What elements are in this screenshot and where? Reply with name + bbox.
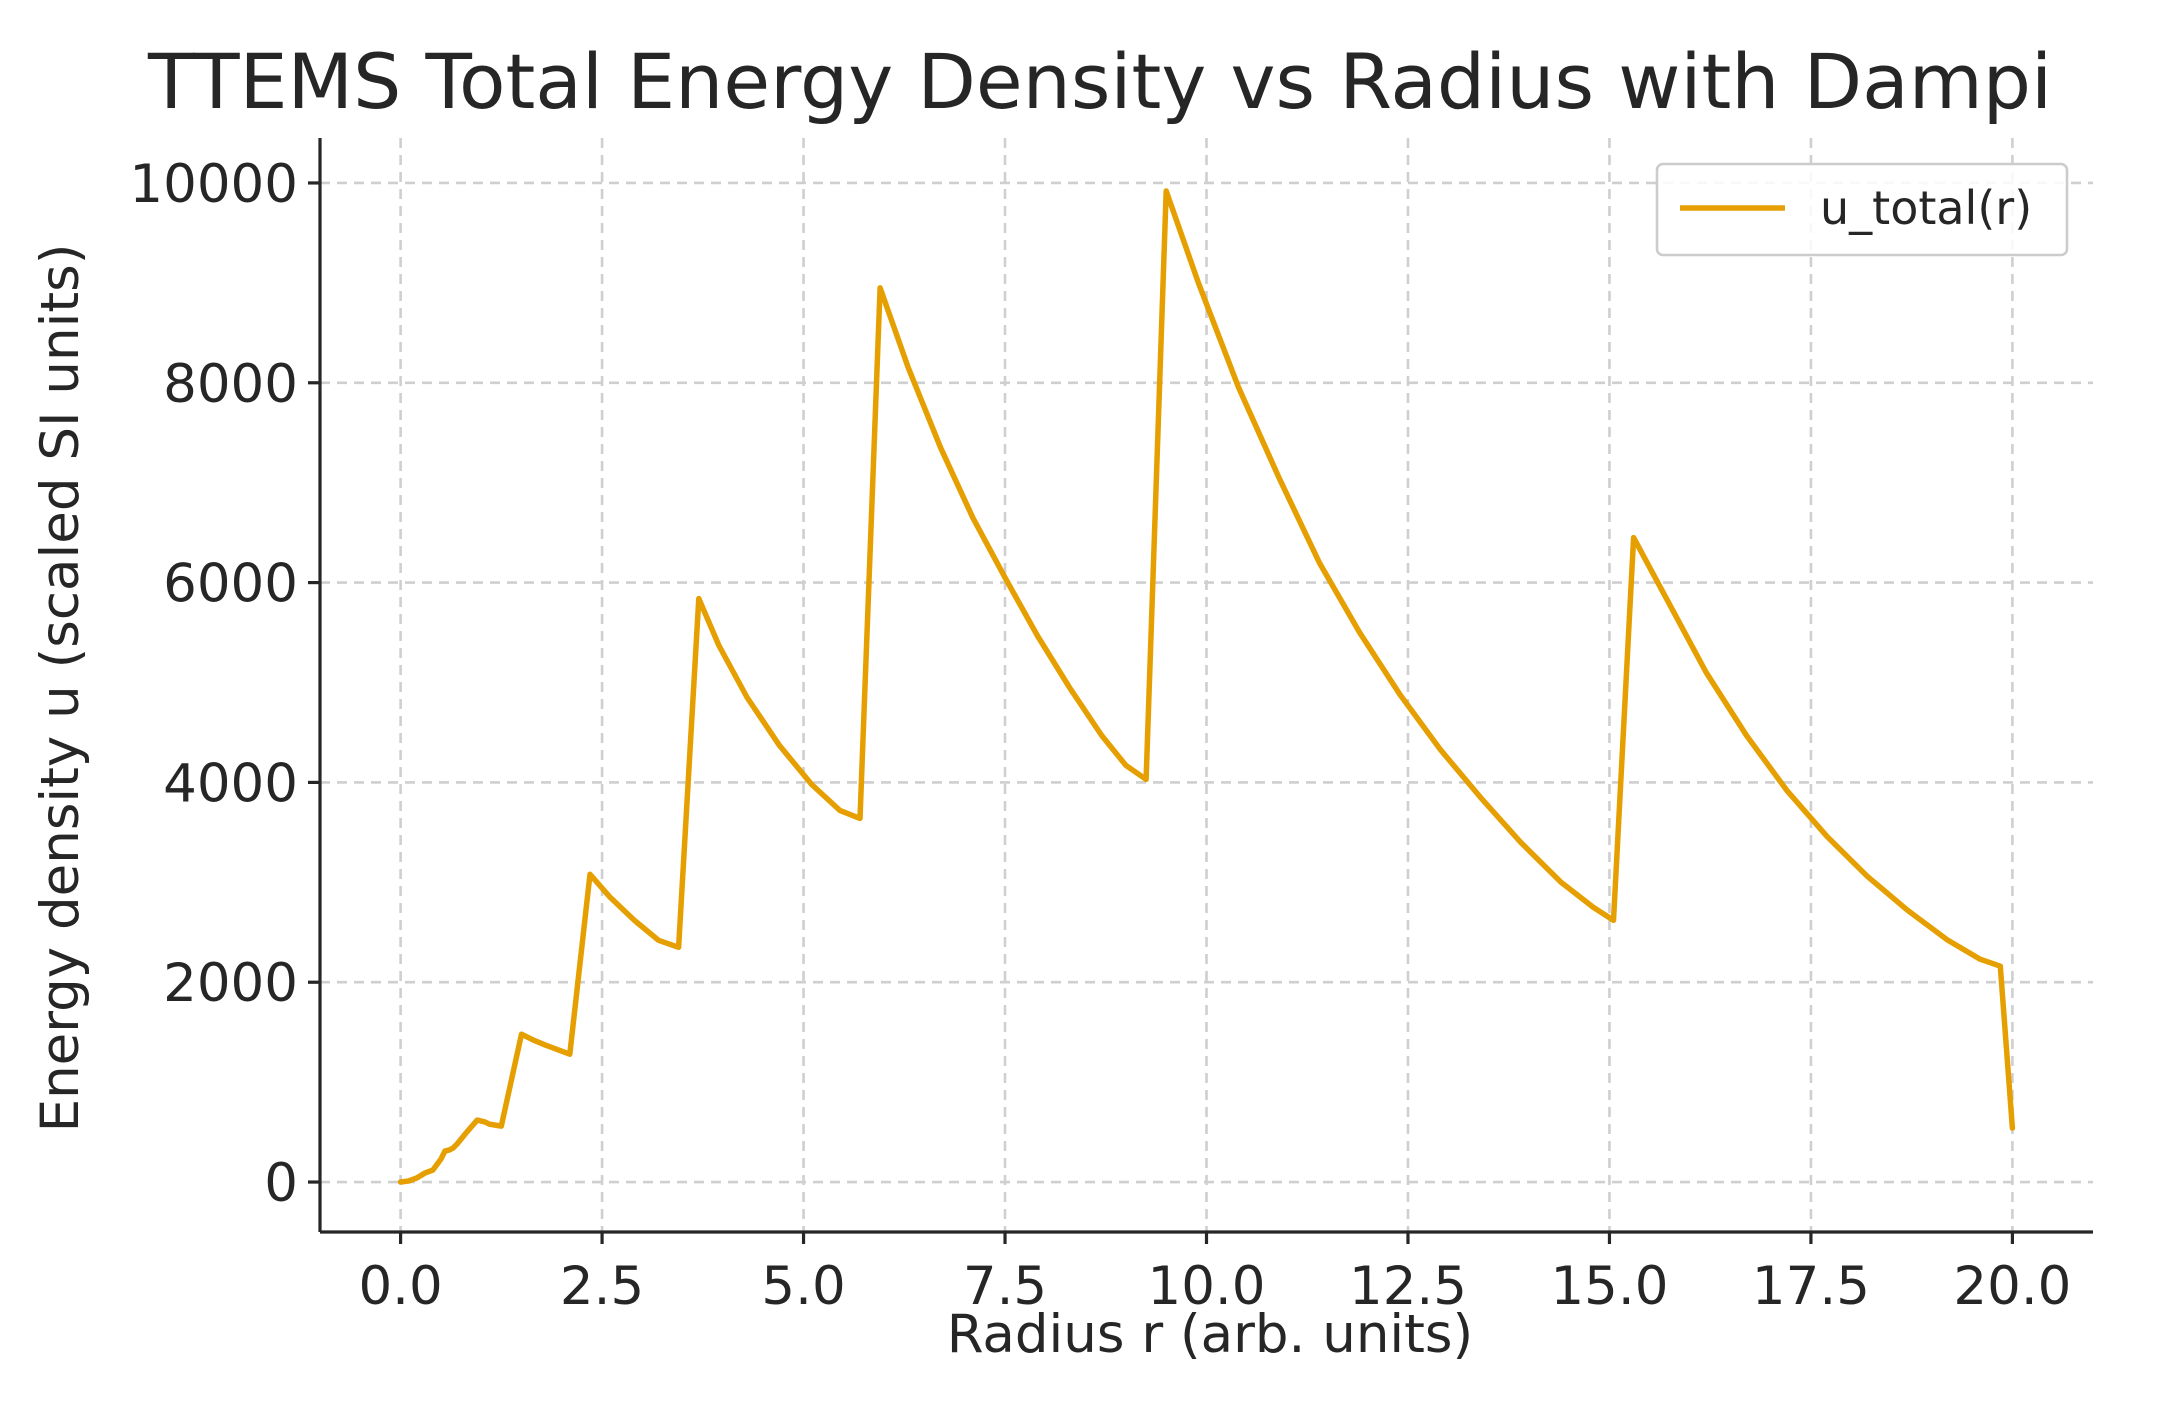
- y-tick-label: 4000: [163, 753, 298, 814]
- y-tick-label: 8000: [163, 354, 298, 415]
- y-axis-label: Energy density u (scaled SI units): [30, 244, 91, 1133]
- chart-title: TTEMS Total Energy Density vs Radius wit…: [147, 37, 2052, 126]
- x-tick-label: 10.0: [1147, 1256, 1265, 1317]
- x-tick-label: 2.5: [560, 1256, 644, 1317]
- x-tick-label: 7.5: [963, 1256, 1047, 1317]
- axes: [308, 138, 2093, 1244]
- x-tick-label: 0.0: [358, 1256, 442, 1317]
- x-tick-label: 17.5: [1752, 1256, 1870, 1317]
- legend-label: u_total(r): [1820, 181, 2032, 235]
- x-axis-label: Radius r (arb. units): [947, 1304, 1473, 1365]
- y-tick-label: 10000: [129, 154, 298, 215]
- y-tick-label: 0: [264, 1153, 298, 1214]
- x-tick-label: 5.0: [761, 1256, 845, 1317]
- x-tick-label: 15.0: [1550, 1256, 1668, 1317]
- x-tick-label: 20.0: [1953, 1256, 2071, 1317]
- series-line: [397, 188, 2016, 1185]
- y-tick-label: 6000: [163, 554, 298, 615]
- y-tick-label: 2000: [163, 953, 298, 1014]
- series-layer: [397, 188, 2016, 1185]
- legend-box: [1655, 162, 2069, 257]
- tick-labels: 0.0 2.5 5.0 7.5 10.0 12.5 15.0 17.5 20.0 0 2000 400…: [129, 154, 2071, 1317]
- legend: u_total(r): [1655, 162, 2069, 257]
- gridlines: [320, 138, 2093, 1232]
- x-tick-label: 12.5: [1349, 1256, 1467, 1317]
